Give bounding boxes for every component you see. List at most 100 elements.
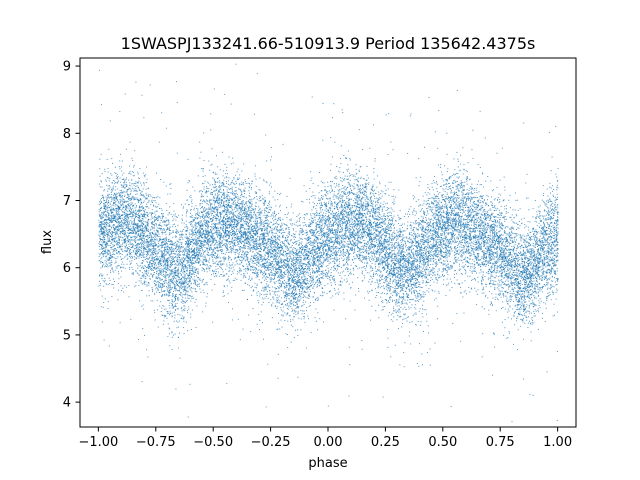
data-point xyxy=(203,241,205,243)
data-point xyxy=(463,204,465,206)
data-point xyxy=(492,297,494,299)
data-point xyxy=(379,223,381,225)
data-point xyxy=(414,261,416,263)
data-point xyxy=(233,218,235,220)
data-point xyxy=(462,229,464,231)
data-point xyxy=(328,222,330,224)
data-point xyxy=(366,218,368,220)
data-point xyxy=(310,243,312,245)
data-point xyxy=(378,285,380,287)
data-point xyxy=(552,227,554,229)
data-point xyxy=(293,316,295,318)
data-point xyxy=(479,218,481,220)
data-point xyxy=(334,258,336,260)
data-point xyxy=(423,264,425,266)
data-point xyxy=(298,280,300,282)
data-point xyxy=(336,240,338,242)
data-point xyxy=(386,260,388,262)
data-point xyxy=(399,296,401,298)
data-point xyxy=(363,212,365,214)
data-point xyxy=(143,117,145,119)
data-point xyxy=(418,185,420,187)
data-point xyxy=(523,314,525,316)
data-point xyxy=(347,271,349,273)
data-point xyxy=(531,262,533,264)
data-point xyxy=(205,282,207,284)
data-point xyxy=(189,266,191,268)
data-point xyxy=(187,199,189,201)
data-point xyxy=(190,255,192,257)
data-point xyxy=(307,287,309,289)
data-point xyxy=(114,220,116,222)
data-point xyxy=(551,236,553,238)
data-point xyxy=(499,198,501,200)
data-point xyxy=(327,250,329,252)
data-point xyxy=(286,289,288,291)
data-point xyxy=(227,192,229,194)
data-point xyxy=(114,198,116,200)
data-point xyxy=(369,219,371,221)
data-point xyxy=(477,255,479,257)
data-point xyxy=(434,342,436,344)
data-point xyxy=(514,262,516,264)
data-point xyxy=(165,230,167,232)
data-point xyxy=(160,271,162,273)
data-point xyxy=(212,253,214,255)
data-point xyxy=(361,223,363,225)
data-point xyxy=(511,287,513,289)
data-point xyxy=(447,284,449,286)
data-point xyxy=(222,290,224,292)
data-point xyxy=(195,290,196,292)
data-point xyxy=(338,265,340,267)
data-point xyxy=(358,236,360,238)
data-point xyxy=(438,221,440,223)
data-point xyxy=(337,198,339,200)
data-point xyxy=(164,276,166,278)
data-point xyxy=(270,261,272,263)
data-point xyxy=(487,248,489,250)
data-point xyxy=(496,238,497,240)
data-point xyxy=(175,388,177,390)
data-point xyxy=(292,233,294,235)
data-point xyxy=(146,194,148,196)
data-point xyxy=(163,249,165,251)
data-point xyxy=(287,270,289,272)
data-point xyxy=(487,264,489,266)
data-point xyxy=(110,247,112,249)
data-point xyxy=(115,234,117,236)
data-point xyxy=(479,249,481,251)
data-point xyxy=(213,262,215,264)
data-point xyxy=(150,268,152,270)
data-point xyxy=(485,237,487,239)
data-point xyxy=(413,292,415,294)
data-point xyxy=(131,252,133,254)
data-point xyxy=(109,217,111,219)
data-point xyxy=(422,261,424,263)
data-point xyxy=(539,266,541,268)
data-point xyxy=(289,266,291,268)
data-point xyxy=(465,227,467,229)
data-point xyxy=(282,236,284,238)
data-point xyxy=(351,215,353,217)
data-point xyxy=(282,303,284,305)
data-point xyxy=(484,233,486,235)
data-point xyxy=(458,283,460,285)
data-point xyxy=(381,263,383,264)
data-point xyxy=(309,238,311,240)
data-point xyxy=(503,283,505,285)
data-point xyxy=(330,232,332,234)
data-point xyxy=(500,254,502,256)
data-point xyxy=(518,283,520,285)
data-point xyxy=(190,229,192,231)
data-point xyxy=(493,244,495,246)
data-point xyxy=(516,306,518,308)
data-point xyxy=(132,273,134,275)
data-point xyxy=(514,287,516,289)
data-point xyxy=(406,213,408,215)
data-point xyxy=(190,244,192,246)
data-point xyxy=(445,244,447,246)
data-point xyxy=(539,238,541,240)
data-point xyxy=(449,251,451,253)
data-point xyxy=(118,278,120,280)
